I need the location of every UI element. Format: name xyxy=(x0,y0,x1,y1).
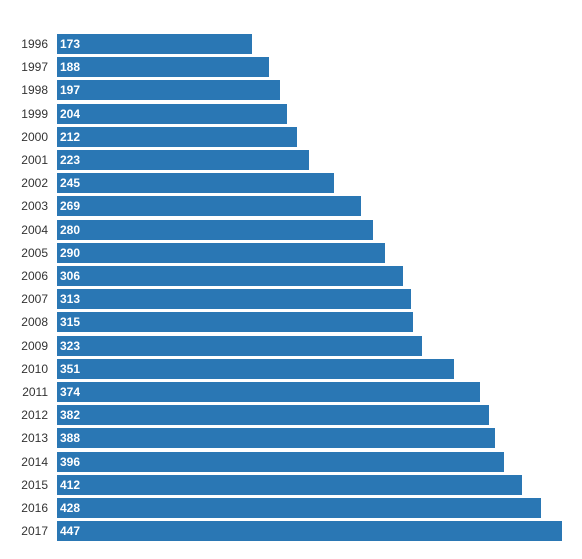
category-label: 2001 xyxy=(21,153,48,167)
value-label: 351 xyxy=(60,361,81,376)
value-label: 280 xyxy=(60,222,81,237)
category-label: 2013 xyxy=(21,431,48,446)
bar xyxy=(57,358,454,379)
bar-row: 2017 447 xyxy=(0,521,582,542)
bar xyxy=(57,173,334,194)
bar-row: 2012 382 xyxy=(0,405,582,426)
bar-row: 2006 306 xyxy=(0,266,582,286)
value-label: 173 xyxy=(60,37,81,51)
value-label: 290 xyxy=(60,245,81,260)
value-label: 315 xyxy=(60,315,81,330)
category-label: 2010 xyxy=(21,361,48,376)
category-label: 2014 xyxy=(21,454,48,469)
category-label: 2012 xyxy=(21,408,48,423)
bar-row: 1998 197 xyxy=(0,80,582,101)
value-label: 388 xyxy=(60,431,81,446)
value-label: 197 xyxy=(60,83,81,98)
bar-row: 2007 313 xyxy=(0,289,582,310)
bar-row: 2016 428 xyxy=(0,498,582,518)
value-label: 428 xyxy=(60,501,81,515)
bar-row: 2011 374 xyxy=(0,382,582,402)
value-label: 245 xyxy=(60,176,81,191)
category-label: 2009 xyxy=(21,338,48,353)
category-label: 2000 xyxy=(21,129,48,144)
category-label: 2008 xyxy=(21,315,48,330)
bar xyxy=(57,34,253,54)
value-label: 223 xyxy=(60,153,81,167)
bar xyxy=(57,80,280,101)
category-label: 2016 xyxy=(21,501,48,515)
value-label: 306 xyxy=(60,269,81,283)
category-label: 2017 xyxy=(21,524,48,539)
value-label: 447 xyxy=(60,524,81,539)
bar-row: 2013 388 xyxy=(0,428,582,449)
bar-row: 2009 323 xyxy=(0,335,582,356)
bar-row: 1999 204 xyxy=(0,103,582,124)
bar xyxy=(57,312,413,333)
bar-row: 2004 280 xyxy=(0,219,582,240)
category-label: 1997 xyxy=(21,60,48,75)
value-label: 204 xyxy=(60,106,81,121)
bar xyxy=(57,103,288,124)
value-label: 269 xyxy=(60,199,81,214)
bar-row: 2000 212 xyxy=(0,126,582,147)
bar-row: 2002 245 xyxy=(0,173,582,194)
bar-row: 2014 396 xyxy=(0,451,582,472)
value-label: 188 xyxy=(60,60,81,75)
bar xyxy=(57,498,541,518)
bar-row: 2003 269 xyxy=(0,196,582,217)
value-label: 313 xyxy=(60,292,81,307)
bar-row: 2010 351 xyxy=(0,358,582,379)
value-label: 323 xyxy=(60,338,81,353)
bar-row: 1997 188 xyxy=(0,57,582,78)
bar xyxy=(57,428,496,449)
category-label: 1998 xyxy=(21,83,48,98)
bar-row: 2008 315 xyxy=(0,312,582,333)
bar xyxy=(57,451,505,472)
bar-row: 2001 223 xyxy=(0,150,582,170)
bar xyxy=(57,382,480,402)
category-label: 2015 xyxy=(21,477,48,492)
value-label: 382 xyxy=(60,408,81,423)
bar xyxy=(57,266,403,286)
bar xyxy=(57,521,562,542)
bar xyxy=(57,474,523,495)
category-label: 1999 xyxy=(21,106,48,121)
category-label: 2007 xyxy=(21,292,48,307)
bar-row: 2005 290 xyxy=(0,242,582,263)
bar xyxy=(57,150,309,170)
value-label: 212 xyxy=(60,129,81,144)
value-label: 396 xyxy=(60,454,81,469)
bar xyxy=(57,126,297,147)
bar-row: 1996 173 xyxy=(0,34,582,54)
bar xyxy=(57,335,422,356)
bar xyxy=(57,196,361,217)
category-label: 2003 xyxy=(21,199,48,214)
bar xyxy=(57,242,385,263)
category-label: 2005 xyxy=(21,245,48,260)
category-label: 2006 xyxy=(21,269,48,283)
category-label: 1996 xyxy=(21,37,48,51)
category-label: 2004 xyxy=(21,222,48,237)
bar xyxy=(57,289,411,310)
bar xyxy=(57,405,489,426)
category-label: 2011 xyxy=(22,385,48,399)
value-label: 412 xyxy=(60,477,81,492)
category-label: 2002 xyxy=(21,176,48,191)
bar xyxy=(57,57,270,78)
bar-row: 2015 412 xyxy=(0,474,582,495)
bar xyxy=(57,219,374,240)
value-label: 374 xyxy=(60,385,81,399)
